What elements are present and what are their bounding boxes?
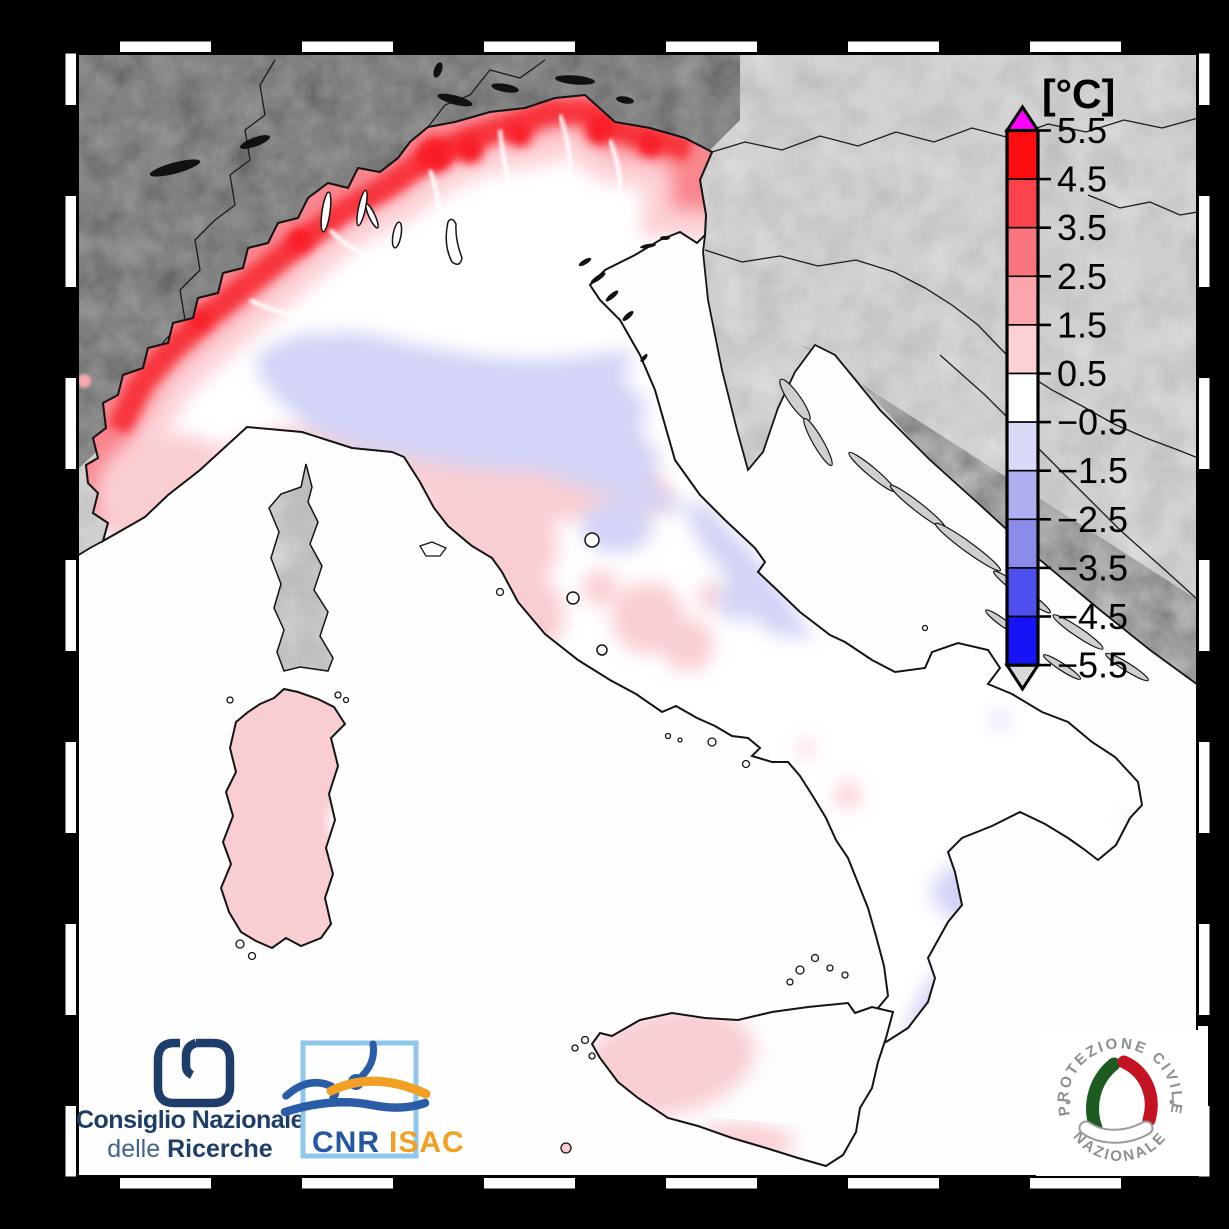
alpine-lakes — [149, 62, 634, 177]
colorbar-title: [°C] — [1042, 71, 1115, 117]
colorbar-segment — [1006, 275, 1039, 326]
frame-tick — [666, 41, 757, 52]
frame-tick — [120, 41, 211, 52]
frame-tick — [848, 41, 939, 52]
pc-dot-left — [1065, 1099, 1071, 1105]
cnr-isac-logo: CNR ISAC — [280, 1040, 465, 1159]
colorbar-segment — [1006, 615, 1039, 666]
frame-tick — [484, 1178, 575, 1189]
frame-tick — [666, 1178, 757, 1189]
isac-wordmark: CNR ISAC — [312, 1126, 465, 1159]
colorbar-segment — [1006, 567, 1039, 618]
isac-swoosh-icon — [280, 1040, 431, 1117]
colorbar-tick-label: −2.5 — [1057, 499, 1128, 540]
frame-tick — [65, 196, 76, 287]
colorbar-tick-label: −4.5 — [1057, 596, 1128, 637]
frame-tick — [848, 1178, 939, 1189]
italy-coastline — [84, 93, 1144, 1044]
frame-tick — [1030, 1178, 1121, 1189]
colorbar-segment — [1006, 324, 1039, 375]
alpine-valley-streaks — [249, 114, 624, 330]
pc-dot-right — [1169, 1099, 1175, 1105]
isac-frame — [300, 1040, 419, 1159]
colorbar-tick-label: 4.5 — [1057, 159, 1107, 200]
cnr-logo-line2: delle Ricerche — [107, 1135, 272, 1163]
frame-tick — [302, 1178, 393, 1189]
map-area: [°C] 5.5 4.5 3.5 2.5 1.5 0.5 −0.5 −1.5 −2.5 −3.5 −… — [77, 53, 1198, 1177]
colorbar-tick-label: −3.5 — [1057, 547, 1128, 588]
corsica — [269, 464, 333, 671]
frame-tick — [1199, 742, 1210, 833]
terrain-foreign-land — [77, 53, 1198, 686]
frame-degree-ticks — [65, 41, 1210, 1189]
colorbar-tick-label: 2.5 — [1057, 256, 1107, 297]
frame-tick — [65, 378, 76, 469]
frame-tick — [484, 41, 575, 52]
colorbar-segment — [1006, 129, 1039, 180]
colorbar-segment — [1006, 518, 1039, 569]
data-speck — [77, 374, 91, 388]
colorbar-tick-label: −0.5 — [1057, 402, 1128, 443]
frame-tick — [120, 1178, 211, 1189]
colorbar-tick-label: 0.5 — [1057, 353, 1107, 394]
colorbar-segment — [1006, 178, 1039, 229]
italian-lakes — [320, 189, 608, 656]
frame-tick — [1199, 53, 1210, 105]
venetian-lagoons — [578, 236, 670, 363]
colorbar-segment — [1006, 226, 1039, 278]
frame-tick — [1199, 1106, 1210, 1177]
frame-tick — [65, 1106, 76, 1177]
frame-tick — [1199, 378, 1210, 469]
map-frame — [76, 52, 1199, 1178]
pc-panel — [1036, 1030, 1204, 1176]
frame-tick — [65, 560, 76, 651]
colorbar-tick-label: 5.5 — [1057, 110, 1107, 151]
pc-triskelion-icon — [1078, 1055, 1158, 1144]
colorbar-segment — [1006, 469, 1039, 521]
weak-negative-patches — [257, 332, 1138, 1040]
frame-tick — [1199, 560, 1210, 651]
frame-tick — [1030, 41, 1121, 52]
minor-islands — [226, 541, 929, 1154]
frame-tick — [65, 53, 76, 105]
colorbar-tick-label: 3.5 — [1057, 207, 1107, 248]
alps-high-relief — [77, 53, 740, 470]
corsica-coastline — [268, 463, 334, 672]
frame-tick — [65, 924, 76, 1015]
frame-tick — [1199, 924, 1210, 1015]
frame-tick — [1199, 196, 1210, 287]
cnr-logo-line1: Consiglio Nazionale — [76, 1106, 305, 1134]
colorbar-tick-label: 1.5 — [1057, 304, 1107, 345]
colorbar-segment — [1006, 421, 1039, 472]
colorbar-tick-label: −5.5 — [1057, 645, 1128, 686]
colorbar-outline — [1005, 128, 1040, 667]
frame-tick — [302, 41, 393, 52]
cnr-logo: Consiglio Nazionale delle Ricerche — [76, 1038, 305, 1163]
protezione-civile-logo: PROTEZIONE CIVILE NAZIONALE — [1036, 1026, 1208, 1176]
frame-tick — [65, 742, 76, 833]
colorbar: [°C] 5.5 4.5 3.5 2.5 1.5 0.5 −0.5 −1.5 −2.5 −3.5 −… — [1004, 71, 1128, 692]
colorbar-segment — [1006, 372, 1039, 423]
cnr-emblem-icon — [153, 1038, 235, 1108]
colorbar-tick-label: −1.5 — [1057, 450, 1128, 491]
dinaric-relief — [800, 345, 1198, 685]
